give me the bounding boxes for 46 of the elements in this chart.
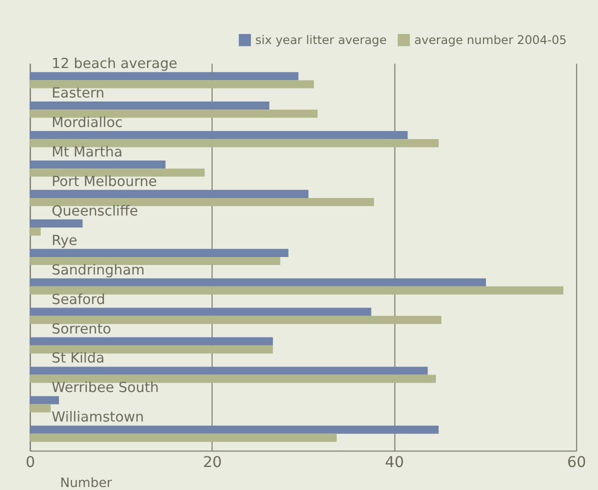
y-tick-label: Seaford [52,292,106,308]
y-tick-label: St Kilda [52,350,104,367]
bar [30,286,564,295]
bar [30,160,166,169]
bar [30,337,273,346]
bar [30,316,442,324]
bar [30,256,280,266]
bar [30,139,439,148]
bar [30,168,205,177]
bar [30,396,59,404]
y-tick-label: Rye [52,232,78,249]
bar [30,278,486,286]
bar [30,366,428,375]
y-tick-label: Mt Martha [52,144,122,160]
bar [30,219,83,228]
x-axis-title: Number [60,476,113,490]
y-tick-label: Port Melbourne [52,174,157,190]
legend-label: six year litter average [255,33,387,48]
y-tick-label: Werribee South [52,380,159,396]
legend-label: average number 2004-05 [414,33,567,48]
bar [30,190,308,198]
bar [30,72,298,80]
bar [30,198,374,206]
bar [30,110,318,118]
bar [30,102,270,110]
y-tick-label: Sorrento [52,321,112,338]
y-tick-label: Williamstown [52,410,144,426]
x-tick-label: 60 [567,453,586,472]
bar [30,308,372,316]
y-tick-label: Sandringham [52,262,145,278]
y-tick-label: Eastern [52,86,104,102]
x-tick-label: 0 [26,453,36,472]
bar [30,374,436,383]
x-tick-label: 40 [385,453,404,472]
y-tick-label: Mordialloc [52,115,123,132]
bar [30,345,273,354]
bar [30,80,314,88]
bar [30,404,51,412]
bar [30,227,41,236]
bar [30,248,288,257]
y-tick-label: 12 beach average [52,56,178,72]
bar [30,434,337,442]
y-tick-label: Queenscliffe [52,203,138,220]
x-tick-label: 20 [202,453,222,472]
bar [30,131,408,140]
bar [30,426,439,434]
